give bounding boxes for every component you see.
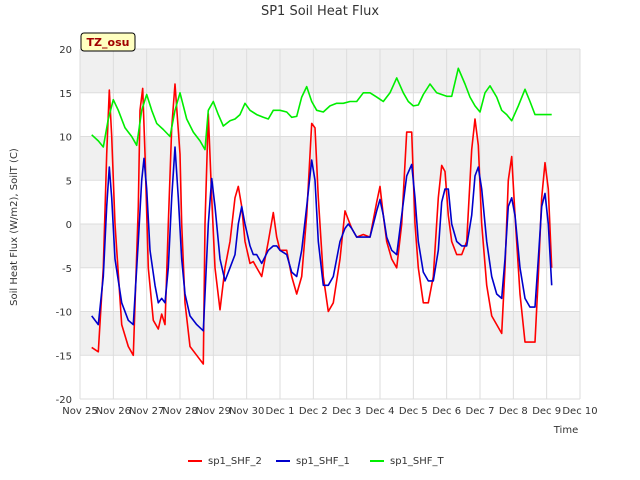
- y-tick-label: -10: [56, 308, 72, 319]
- x-tick-label: Dec 6: [432, 406, 461, 417]
- x-axis-title: Time: [553, 425, 578, 436]
- x-tick-label: Dec 4: [366, 406, 395, 417]
- x-tick-label: Dec 2: [299, 406, 328, 417]
- plot-band: [80, 92, 580, 137]
- x-tick-label: Dec 9: [532, 406, 561, 417]
- chart-title: SP1 Soil Heat Flux: [261, 4, 379, 19]
- y-tick-label: -5: [62, 264, 72, 275]
- plot-band: [80, 136, 580, 181]
- y-tick-label: 5: [66, 176, 72, 187]
- x-tick-label: Dec 5: [399, 406, 428, 417]
- legend: sp1_SHF_2 sp1_SHF_1 sp1_SHF_T: [188, 456, 445, 467]
- series-layer: [91, 67, 553, 365]
- x-tick-label: Nov 26: [96, 406, 131, 417]
- plot-band: [80, 355, 580, 399]
- y-tick-label: 10: [59, 133, 72, 144]
- x-tick-label: Nov 25: [62, 406, 97, 417]
- plot-band: [80, 180, 580, 224]
- grid-lines: [79, 48, 581, 400]
- x-tick-label: Nov 29: [196, 406, 231, 417]
- legend-label: sp1_SHF_2: [208, 456, 262, 467]
- x-tick-label: Nov 28: [162, 406, 197, 417]
- plot-band: [80, 311, 580, 356]
- x-tick-label: Nov 30: [229, 406, 264, 417]
- y-tick-label: 15: [59, 89, 72, 100]
- legend-label: sp1_SHF_1: [296, 456, 350, 467]
- x-tick-label: Dec 7: [466, 406, 495, 417]
- y-tick-label: 0: [66, 220, 72, 231]
- series-line-sp1_SHF_T: [91, 67, 552, 151]
- legend-label: sp1_SHF_T: [390, 456, 445, 467]
- y-tick-labels: -20 -15 -10 -5 0 5 10 15 20: [56, 45, 72, 406]
- site-label: TZ_osu: [87, 36, 130, 49]
- y-axis-title: Soil Heat Flux (W/m2), SoilT (C): [9, 148, 20, 306]
- x-tick-label: Dec 1: [266, 406, 295, 417]
- plot-band: [80, 267, 580, 312]
- site-label-box: TZ_osu: [80, 32, 136, 52]
- series-line-sp1_SHF_1: [91, 146, 553, 332]
- plot-band: [80, 49, 580, 93]
- x-tick-label: Dec 8: [499, 406, 528, 417]
- x-tick-label: Dec 10: [562, 406, 597, 417]
- plot-band: [80, 224, 580, 268]
- y-tick-label: 20: [59, 45, 72, 56]
- x-tick-label: Nov 27: [129, 406, 164, 417]
- y-tick-label: -15: [56, 351, 72, 362]
- series-line-sp1_SHF_2: [91, 83, 553, 365]
- y-tick-label: -20: [56, 395, 72, 406]
- x-tick-label: Dec 3: [332, 406, 361, 417]
